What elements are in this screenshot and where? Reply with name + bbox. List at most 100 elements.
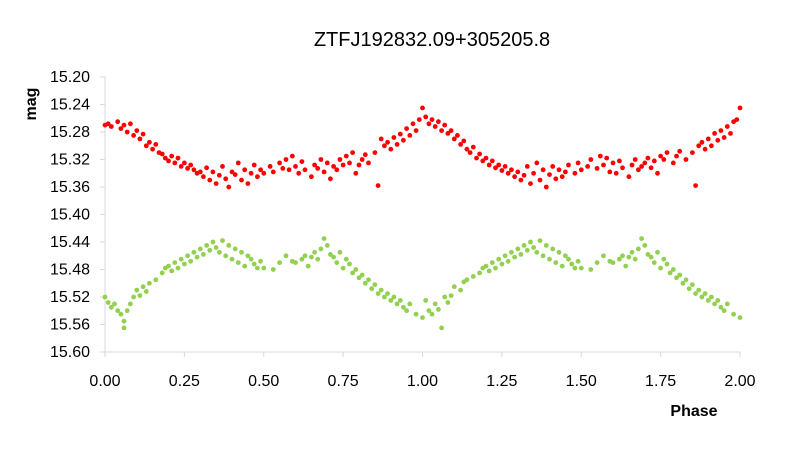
x-axis-label: Phase — [670, 403, 717, 420]
data-point — [543, 243, 549, 248]
data-point — [569, 261, 575, 267]
data-point — [613, 170, 619, 176]
data-point — [553, 260, 559, 265]
data-point — [617, 158, 622, 164]
data-point — [153, 142, 159, 147]
data-point — [718, 304, 724, 310]
data-point — [391, 135, 397, 140]
data-point — [550, 164, 556, 169]
data-point — [382, 143, 387, 149]
data-point — [131, 133, 137, 138]
data-point — [426, 121, 432, 127]
data-point — [185, 253, 191, 259]
data-point — [645, 252, 651, 257]
data-point — [134, 287, 140, 293]
data-point — [112, 301, 117, 307]
data-point — [464, 146, 470, 152]
data-point — [378, 287, 384, 293]
data-point — [674, 275, 679, 281]
data-point — [124, 308, 130, 314]
data-point — [610, 260, 616, 265]
data-point — [521, 243, 527, 248]
data-point — [705, 298, 711, 303]
data-point — [724, 301, 730, 307]
data-point — [563, 169, 568, 175]
data-point — [270, 267, 276, 272]
data-point — [721, 135, 727, 140]
data-point — [483, 155, 489, 161]
data-point — [175, 155, 181, 161]
data-point — [407, 133, 413, 138]
data-point — [359, 157, 365, 162]
data-point — [347, 261, 352, 267]
data-point — [293, 164, 298, 169]
data-point — [528, 181, 533, 187]
data-point — [235, 160, 241, 166]
data-point — [537, 238, 543, 244]
data-point — [524, 164, 530, 169]
data-point — [404, 308, 409, 314]
data-point — [255, 174, 260, 180]
data-point — [623, 263, 629, 269]
data-point — [721, 308, 727, 314]
data-point — [245, 253, 251, 259]
data-point — [248, 170, 254, 176]
data-point — [340, 162, 346, 168]
data-point — [305, 263, 311, 269]
data-point — [502, 253, 508, 259]
data-point — [105, 121, 111, 127]
data-point — [366, 277, 371, 283]
data-point — [207, 247, 213, 253]
data-point — [404, 126, 409, 131]
data-point — [223, 176, 229, 182]
data-point — [270, 169, 276, 175]
data-point — [394, 142, 400, 147]
data-point — [636, 167, 641, 173]
data-point — [455, 133, 460, 138]
data-point — [534, 160, 540, 166]
data-point — [629, 162, 635, 168]
data-point — [201, 252, 206, 257]
data-point — [147, 139, 152, 145]
data-point — [423, 298, 429, 303]
data-point — [286, 167, 292, 173]
data-point — [702, 146, 708, 152]
data-point — [629, 249, 635, 255]
data-point — [686, 286, 692, 292]
data-point — [258, 167, 263, 173]
data-point — [283, 253, 289, 259]
data-point — [737, 315, 743, 320]
data-point — [585, 164, 590, 169]
data-point — [131, 294, 137, 300]
x-axis-tick-labels: 0.00 0.25 0.50 0.75 1.00 1.25 1.50 1.75 2.00 — [89, 373, 755, 390]
data-point — [108, 304, 114, 310]
data-point — [534, 249, 540, 255]
data-point — [172, 160, 178, 166]
data-point — [651, 260, 657, 265]
data-point — [185, 166, 191, 171]
data-point — [413, 128, 419, 134]
data-point — [588, 157, 594, 162]
data-point — [448, 293, 454, 298]
data-point — [604, 155, 610, 161]
data-point — [178, 256, 184, 262]
data-point — [436, 119, 441, 125]
data-point — [648, 165, 654, 171]
data-point — [242, 263, 248, 269]
data-point — [302, 167, 308, 173]
data-point — [718, 128, 724, 134]
data-point — [175, 265, 181, 271]
data-point — [289, 153, 295, 159]
data-point — [416, 117, 422, 122]
data-point — [690, 150, 695, 156]
data-point — [528, 239, 533, 245]
data-point — [169, 153, 175, 159]
data-point — [486, 268, 492, 274]
data-point — [245, 181, 251, 187]
data-point — [470, 144, 476, 150]
data-point — [375, 291, 381, 296]
data-point — [118, 126, 124, 131]
data-point — [197, 246, 203, 252]
data-point — [670, 160, 676, 166]
